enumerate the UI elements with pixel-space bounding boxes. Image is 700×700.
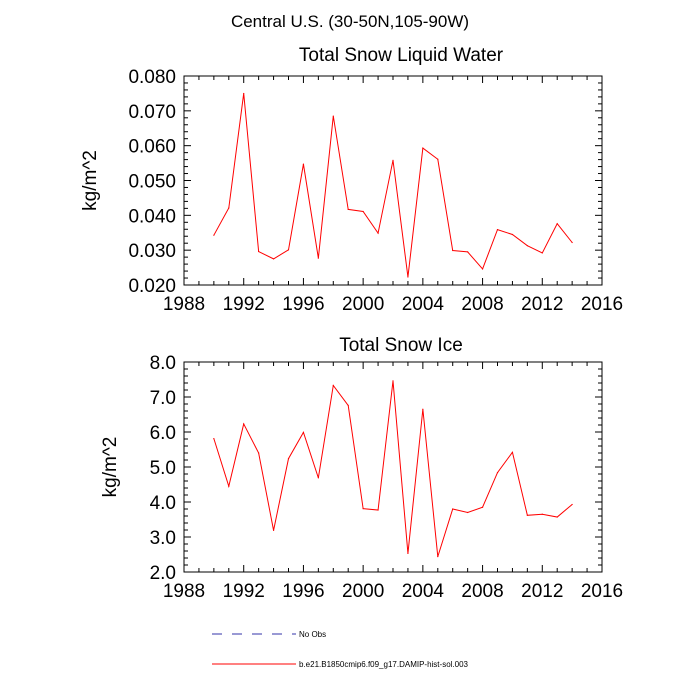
data-point [437,158,439,160]
y-tick-label: 4.0 [150,493,176,514]
legend-label: b.e21.B1850cmip6.f09_g17.DAMIP-hist-sol.… [299,660,469,669]
x-tick-label: 2008 [461,294,503,315]
data-point [571,241,573,244]
data-point [407,276,409,278]
data-point [258,250,260,253]
data-point [243,92,245,95]
data-point [481,268,484,270]
data-point [377,232,379,234]
plot-frame [183,75,603,286]
data-point [228,207,230,209]
data-point [302,431,305,433]
x-tick-label: 2012 [521,294,563,315]
data-point [571,503,573,506]
data-point [287,249,290,251]
y-tick-label: 0.070 [128,102,176,123]
y-tick-label: 0.050 [128,172,176,193]
panel-title: Total Snow Ice [339,335,463,356]
x-tick-label: 2008 [461,581,503,602]
y-tick-label: 6.0 [150,423,176,444]
x-tick-label: 1988 [163,581,205,602]
data-point [496,229,499,231]
y-tick-label: 0.060 [128,137,176,158]
data-point [541,252,543,254]
x-tick-label: 1992 [223,581,265,602]
data-point [467,511,469,514]
x-tick-label: 2004 [402,581,445,602]
legend: No Obs b.e21.B1850cmip6.f09_g17.DAMIP-his… [212,630,469,669]
data-point [407,552,409,555]
data-point [496,472,499,474]
data-point [422,147,424,149]
x-tick-label: 2016 [581,581,623,602]
data-point [392,159,394,161]
data-point [362,210,364,213]
series-line [213,93,573,278]
panel-title: Total Snow Liquid Water [299,45,504,66]
x-tick-label: 2016 [581,294,623,315]
x-tick-label: 2004 [402,294,445,315]
legend-label: No Obs [299,630,326,639]
data-point [392,380,394,382]
data-point [437,556,439,558]
x-tick-label: 2000 [342,581,384,602]
data-point [511,233,514,236]
y-tick-label: 5.0 [150,458,176,479]
data-point [317,257,319,259]
y-tick-label: 7.0 [150,388,176,409]
data-point [526,514,528,516]
data-point [347,404,349,406]
y-tick-label: 0.020 [128,276,176,297]
y-tick-label: 0.040 [128,206,176,227]
data-point [556,223,558,225]
data-point [213,438,215,440]
x-tick-label: 1988 [163,294,205,315]
y-axis-label: kg/m^2 [100,437,121,498]
data-point [526,245,528,247]
data-point [228,485,230,487]
data-point [556,516,558,518]
x-tick-label: 1996 [282,294,324,315]
series-line [213,380,573,557]
x-tick-label: 1992 [223,294,265,315]
data-point [541,513,543,515]
data-point [362,508,364,510]
x-tick-label: 2000 [342,294,384,315]
figure-suptitle: Central U.S. (30-50N,105-90W) [231,12,469,31]
data-point [272,529,275,531]
data-point [347,208,349,211]
data-point [332,115,334,117]
chart-panel-1: Total Snow Liquid Water 1988 1992 1996 2000 2… [80,45,623,315]
data-point [317,477,319,479]
y-tick-label: 0.030 [128,241,176,262]
data-point [377,509,379,511]
x-tick-label: 2012 [521,581,563,602]
data-point [452,508,454,510]
data-point [258,452,260,454]
data-point [272,258,275,260]
data-point [302,163,305,165]
y-tick-label: 8.0 [150,353,176,374]
data-point [213,234,215,236]
y-tick-label: 3.0 [150,528,176,549]
data-point [452,249,454,252]
data-point [332,384,334,387]
data-point [422,408,424,410]
y-tick-label: 0.080 [128,67,176,88]
data-point [287,458,290,460]
data-point [467,251,469,253]
plot-frame [183,361,603,573]
data-point [481,506,484,508]
data-point [511,451,514,453]
x-tick-label: 1996 [282,581,324,602]
chart-panel-2: Total Snow Ice 1988 1992 1996 2000 2004 2008 20… [100,335,623,602]
y-tick-label: 2.0 [150,563,176,584]
data-point [243,423,245,425]
y-axis-label: kg/m^2 [80,150,101,211]
